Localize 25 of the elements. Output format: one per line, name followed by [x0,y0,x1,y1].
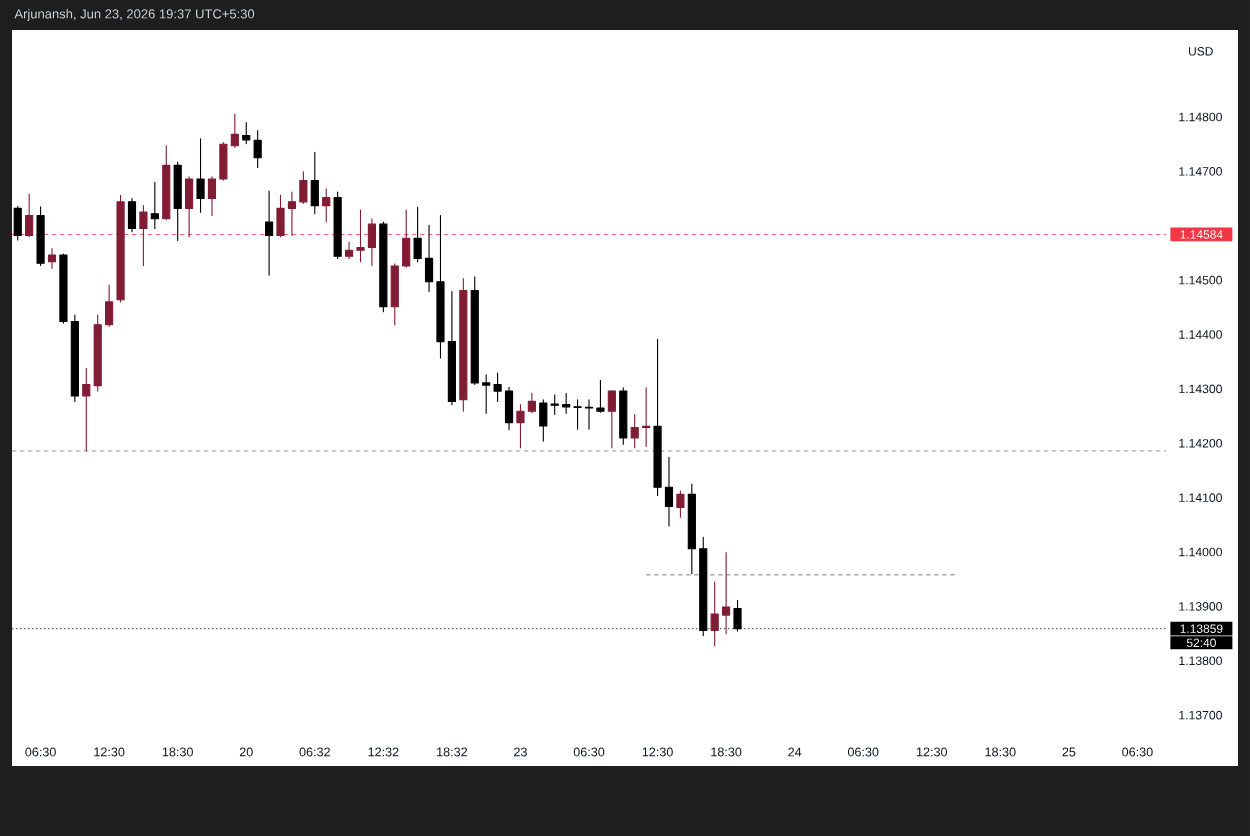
candlestick [333,191,342,259]
candlestick [47,248,57,269]
candlestick [322,188,331,223]
candlestick [127,198,137,233]
candlestick [676,490,685,518]
candlestick [196,138,205,213]
candlestick [607,389,616,449]
candlestick [242,121,251,145]
candlestick [162,145,171,221]
candlestick [116,194,125,303]
candlestick [173,161,182,241]
candlestick [459,277,468,412]
candlestick [82,367,91,452]
candlestick [619,387,628,445]
candlestick [139,205,148,267]
candlestick [310,151,319,215]
candlestick [253,130,262,169]
candlestick [185,176,194,238]
candlestick [13,205,22,241]
candlestick [150,181,159,230]
candlestick [265,190,274,276]
candlestick [25,193,34,238]
candlestick [379,221,388,313]
candlestick [539,399,548,442]
candlestick [36,206,45,267]
